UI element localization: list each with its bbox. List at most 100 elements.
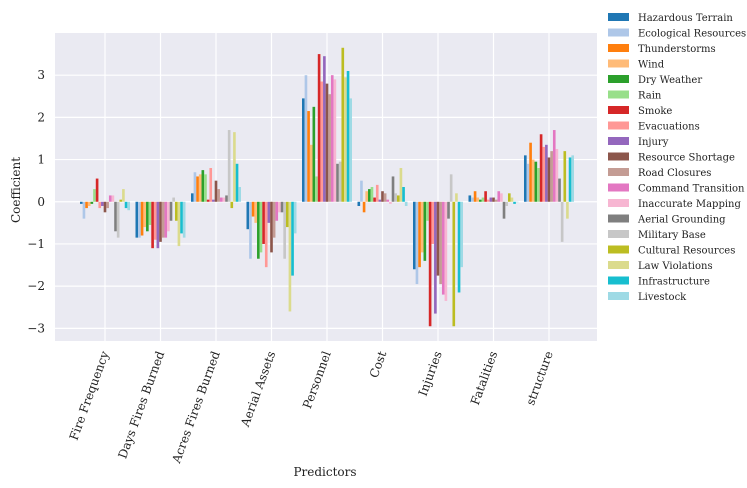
bar [283, 201, 286, 259]
bar [328, 94, 331, 202]
bar [534, 161, 538, 202]
bar [418, 201, 421, 268]
bar [545, 144, 548, 202]
x-tick-label: Fire Frequency [67, 349, 112, 442]
legend-swatch [608, 245, 629, 254]
legend-label: Infrastructure [638, 277, 710, 288]
bar [460, 201, 463, 268]
legend-swatch [608, 121, 629, 130]
bar [111, 195, 115, 202]
bar [212, 199, 215, 202]
legend-swatch [608, 28, 629, 37]
bar [489, 197, 493, 202]
bar [164, 201, 168, 238]
bar [167, 201, 170, 232]
bar [182, 201, 186, 238]
bar [293, 201, 297, 234]
bar [539, 134, 543, 202]
bar [360, 180, 363, 202]
bar [479, 199, 482, 202]
bar [153, 201, 157, 240]
legend-label: Ecological Resources [638, 29, 746, 40]
x-tick-label: Acres Fires Burned [169, 349, 223, 466]
bar [555, 149, 559, 202]
legend-swatch [608, 90, 629, 99]
bar [148, 201, 152, 225]
legend-swatch [608, 44, 629, 52]
bar [423, 201, 427, 261]
bar [140, 201, 144, 236]
bar [428, 201, 432, 327]
bar [230, 201, 234, 209]
bar [502, 201, 506, 219]
bar [177, 201, 181, 247]
x-tick-label: Aerial Assets [238, 349, 279, 429]
bar [368, 189, 371, 202]
y-tick-label: −3 [27, 321, 45, 335]
bar [415, 201, 419, 285]
bar [344, 77, 347, 202]
bar [484, 191, 487, 202]
bar [278, 201, 281, 213]
legend-swatch [608, 292, 629, 300]
bar [116, 201, 120, 238]
bar [93, 189, 96, 202]
bar [122, 189, 125, 202]
bar [362, 201, 366, 213]
bar [338, 161, 342, 202]
bar [336, 163, 339, 202]
x-tick-label: Fatalities [468, 349, 500, 407]
bar [159, 201, 162, 242]
legend-swatch [608, 106, 629, 114]
legend-swatch [608, 214, 629, 223]
bar [219, 197, 223, 202]
bar [251, 201, 255, 217]
bar [389, 201, 392, 204]
bar [346, 70, 350, 202]
y-tick-label: 3 [37, 68, 45, 82]
bar [95, 178, 99, 202]
bar [473, 191, 477, 202]
bar [304, 75, 308, 202]
bar [333, 79, 337, 202]
bar [357, 201, 361, 206]
bar [420, 201, 424, 253]
bar [267, 201, 271, 223]
x-axis-label: Predictors [293, 465, 356, 479]
bar [394, 193, 397, 202]
bar [373, 197, 376, 202]
bar [307, 111, 310, 202]
bar [146, 201, 149, 232]
bar [481, 197, 485, 202]
y-tick-label: 0 [37, 195, 45, 209]
bar [391, 176, 395, 202]
bar [90, 201, 94, 204]
bar [566, 201, 569, 219]
y-tick-label: 1 [37, 153, 45, 167]
bar [272, 201, 276, 238]
bar [457, 201, 461, 293]
y-axis-label: Coefficient [9, 157, 23, 223]
y-tick-labels: −3 −2 −1 0 1 2 3 [27, 68, 45, 335]
bar [103, 201, 107, 213]
bar [323, 56, 326, 202]
bar [174, 201, 178, 221]
bar [404, 201, 408, 206]
bar [317, 54, 321, 202]
bar [510, 197, 514, 202]
bar [198, 174, 202, 202]
bar [402, 187, 405, 202]
legend-label: Smoke [638, 106, 672, 117]
bar [238, 187, 241, 202]
bar [447, 201, 450, 219]
bar [341, 47, 345, 202]
bar [325, 83, 329, 202]
x-tick-label: structure [523, 349, 556, 407]
bar [542, 146, 546, 202]
bar [413, 201, 416, 270]
bar [537, 168, 540, 202]
bar [264, 201, 268, 268]
legend-label: Inaccurate Mapping [638, 199, 741, 210]
bar [124, 201, 128, 209]
